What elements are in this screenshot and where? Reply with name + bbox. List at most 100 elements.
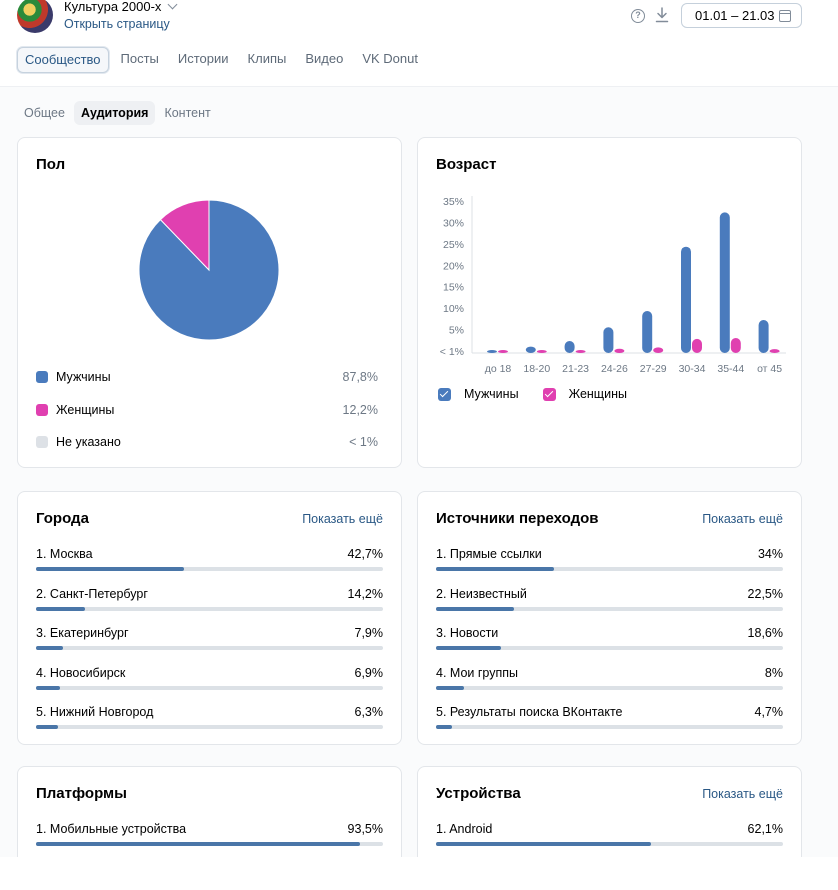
bar-male[interactable] <box>719 212 730 353</box>
bar-female[interactable] <box>653 347 664 353</box>
row-value: 62,1% <box>747 822 783 836</box>
progress-fill <box>436 725 453 729</box>
progress-fill <box>36 685 60 690</box>
bar-male[interactable] <box>758 320 769 353</box>
row-label: 5. Результаты поиска ВКонтакте <box>436 705 623 719</box>
unknown-swatch <box>36 436 48 448</box>
bar-male[interactable] <box>525 346 536 353</box>
row-label: 1. Москва <box>36 547 93 561</box>
bar-female[interactable] <box>692 338 702 353</box>
bar-female[interactable] <box>769 349 780 353</box>
progress-track <box>36 646 383 650</box>
sources-card: Источники переходов Показать ещё 1. Прям… <box>417 491 802 745</box>
sub-tab-0[interactable]: Общее <box>24 106 65 120</box>
platforms-row: 1. Мобильные устройства 93,5% <box>36 822 383 852</box>
age-card: Возраст 35% 30% 25% 20% 15% 10% 5% < 1% до 18 18-… <box>417 137 802 468</box>
male-checkbox[interactable] <box>438 387 451 401</box>
main-tab-4[interactable]: Видео <box>305 51 344 66</box>
sources-row: 4. Мои группы 8% <box>436 666 783 696</box>
bar-male[interactable] <box>603 327 614 353</box>
page-header: Культура 2000-х Открыть страницу ? 01.01… <box>0 0 838 40</box>
sub-tab-1[interactable]: Аудитория <box>73 101 156 125</box>
main-tab-2[interactable]: Истории <box>177 51 229 66</box>
open-page-link[interactable]: Открыть страницу <box>64 17 170 31</box>
bar-male[interactable] <box>681 246 691 353</box>
progress-track <box>436 606 783 611</box>
sources-title: Источники переходов <box>436 510 599 527</box>
row-label: 1. Мобильные устройства <box>36 822 187 836</box>
row-label: 1. Прямые ссылки <box>436 547 542 561</box>
community-avatar[interactable] <box>17 0 53 33</box>
cities-row: 4. Новосибирск 6,9% <box>36 666 383 696</box>
main-tabs: Сообщество Посты Истории Клипы Видео VK Donut <box>17 47 430 73</box>
gender-pie-chart <box>138 199 280 341</box>
divider <box>0 86 838 87</box>
main-tab-0[interactable]: Сообщество <box>17 47 109 73</box>
row-value: 6,3% <box>354 705 384 719</box>
bar-female[interactable] <box>498 350 508 353</box>
cities-show-more-link[interactable]: Показать ещё <box>302 512 383 526</box>
bar-male[interactable] <box>642 311 653 353</box>
cities-row: 2. Санкт-Петербург 14,2% <box>36 587 383 617</box>
download-icon[interactable] <box>655 7 669 23</box>
main-tab-5[interactable]: VK Donut <box>362 51 418 66</box>
sources-row: 3. Новости 18,6% <box>436 626 783 656</box>
row-value: 8% <box>764 665 783 680</box>
main-tab-3[interactable]: Клипы <box>247 51 287 66</box>
gender-card: Пол Мужчины 87,8% Женщины 12,2% Не указа… <box>17 137 402 468</box>
gender-title: Пол <box>36 156 66 173</box>
sources-row: 2. Неизвестный 22,5% <box>436 587 783 617</box>
cities-row: 1. Москва 42,7% <box>36 547 383 577</box>
x-tick-label: от 45 <box>757 363 782 375</box>
row-value: 14,2% <box>347 586 383 601</box>
bar-female[interactable] <box>575 350 586 353</box>
date-range-button[interactable]: 01.01 – 21.03 <box>681 3 802 28</box>
calendar-icon <box>779 10 791 22</box>
bar-male[interactable] <box>564 341 575 353</box>
progress-fill <box>436 646 501 650</box>
progress-track <box>36 567 383 571</box>
x-tick-label: 30-34 <box>679 363 706 375</box>
bar-female[interactable] <box>730 338 741 353</box>
row-label: 2. Неизвестный <box>436 586 527 601</box>
community-name[interactable]: Культура 2000-х <box>64 0 178 14</box>
progress-fill <box>436 842 652 846</box>
female-swatch <box>36 404 48 416</box>
bar-female[interactable] <box>614 348 625 353</box>
progress-track <box>436 646 783 650</box>
x-tick-label: 21-23 <box>562 363 589 375</box>
bar-male[interactable] <box>487 350 497 353</box>
y-tick-label: 10% <box>443 303 464 315</box>
progress-fill <box>36 725 58 729</box>
female-legend-label: Женщины <box>568 387 627 401</box>
y-tick-label: < 1% <box>440 346 464 358</box>
sources-show-more-link[interactable]: Показать ещё <box>702 512 783 526</box>
pie-slice-female[interactable] <box>159 199 210 272</box>
devices-show-more-link[interactable]: Показать ещё <box>702 787 783 801</box>
female-checkbox[interactable] <box>542 387 556 401</box>
legend-unknown: Не указано < 1% <box>36 434 378 452</box>
age-legend: Мужчины Женщины <box>438 387 627 401</box>
y-tick-label: 35% <box>443 196 464 208</box>
chevron-down-icon <box>167 0 178 10</box>
cities-row: 5. Нижний Новгород 6,3% <box>36 705 383 735</box>
progress-track <box>436 842 783 846</box>
help-icon[interactable]: ? <box>631 9 645 23</box>
y-tick-label: 5% <box>449 325 464 337</box>
progress-track <box>36 842 383 846</box>
progress-track <box>436 685 783 690</box>
row-value: 22,5% <box>747 586 783 601</box>
age-bar-chart: 35% 30% 25% 20% 15% 10% 5% < 1% до 18 18-20 21-23 2… <box>440 196 786 375</box>
bar-female[interactable] <box>536 350 547 353</box>
progress-track <box>436 567 783 571</box>
progress-track <box>436 725 783 729</box>
progress-track <box>36 685 383 690</box>
row-value: 7,9% <box>354 626 384 640</box>
progress-track <box>36 725 383 729</box>
main-tab-1[interactable]: Посты <box>120 51 159 66</box>
legend-male: Мужчины 87,8% <box>36 369 378 387</box>
progress-fill <box>436 567 554 571</box>
row-value: 6,9% <box>354 665 384 680</box>
progress-fill <box>36 606 86 611</box>
sub-tab-2[interactable]: Контент <box>164 106 211 120</box>
